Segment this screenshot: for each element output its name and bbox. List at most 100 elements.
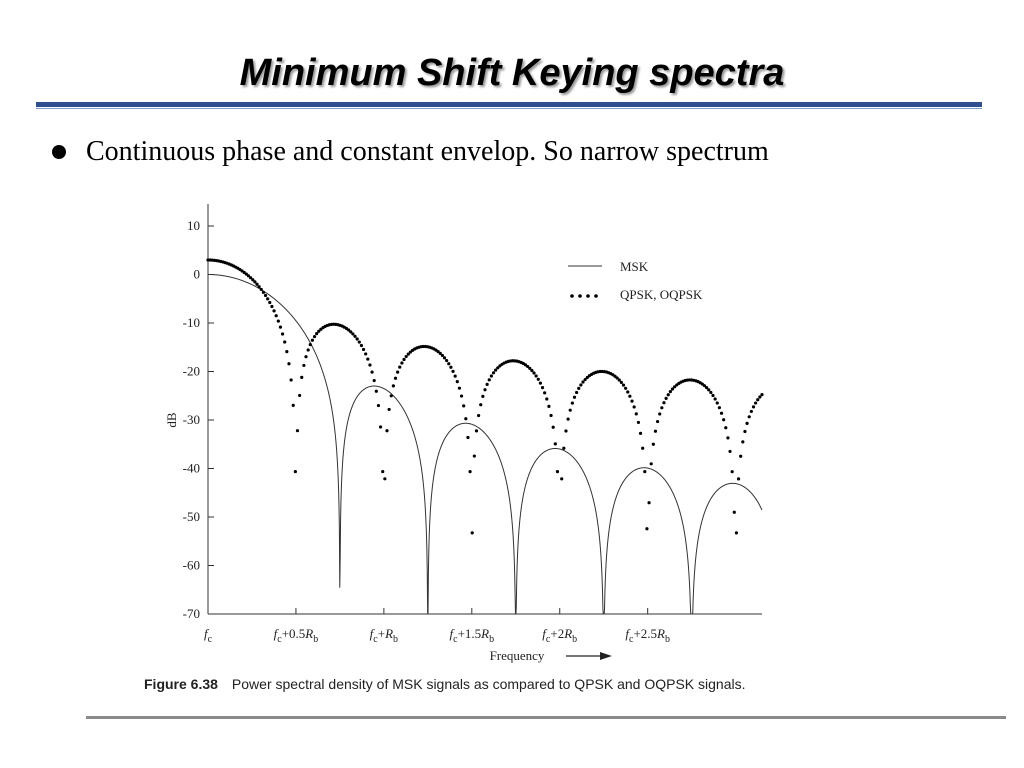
qpsk-data-point bbox=[647, 501, 651, 505]
x-tick-label: fc bbox=[204, 626, 213, 645]
qpsk-data-point bbox=[491, 371, 496, 375]
y-tick-label: 0 bbox=[194, 267, 201, 282]
qpsk-data-point bbox=[378, 425, 383, 429]
qpsk-data-point bbox=[538, 381, 543, 385]
qpsk-data-point bbox=[298, 393, 302, 398]
qpsk-data-point bbox=[310, 338, 315, 342]
qpsk-data-point bbox=[317, 329, 321, 333]
qpsk-data-point bbox=[619, 380, 623, 384]
qpsk-data-point bbox=[624, 386, 628, 390]
x-tick-label: fc+0.5Rb bbox=[274, 626, 319, 645]
qpsk-data-point bbox=[709, 390, 713, 395]
qpsk-data-point bbox=[315, 332, 319, 336]
qpsk-data-point bbox=[459, 394, 464, 398]
qpsk-data-point bbox=[464, 417, 468, 421]
qpsk-data-point bbox=[534, 374, 538, 378]
qpsk-data-point bbox=[547, 404, 551, 408]
qpsk-data-point bbox=[638, 431, 643, 435]
qpsk-data-point bbox=[722, 418, 726, 422]
bullet-text: Continuous phase and constant envelop. S… bbox=[86, 136, 769, 167]
qpsk-data-point bbox=[655, 419, 660, 424]
qpsk-data-point bbox=[364, 352, 368, 356]
qpsk-data-point bbox=[645, 527, 649, 531]
qpsk-data-point bbox=[726, 436, 730, 440]
arrow-head bbox=[600, 652, 612, 660]
qpsk-data-point bbox=[289, 378, 293, 382]
qpsk-data-point bbox=[453, 374, 457, 378]
qpsk-data-point bbox=[485, 382, 489, 386]
slide-title: Minimum Shift Keying spectra bbox=[239, 52, 785, 94]
qpsk-data-point bbox=[268, 300, 272, 305]
qpsk-data-point bbox=[636, 420, 641, 425]
qpsk-data-point bbox=[351, 332, 355, 336]
qpsk-data-point bbox=[743, 429, 747, 434]
qpsk-data-point bbox=[715, 401, 719, 405]
qpsk-data-point bbox=[705, 385, 709, 390]
qpsk-data-point bbox=[730, 470, 734, 474]
qpsk-data-point bbox=[445, 358, 449, 363]
y-tick-label: -60 bbox=[183, 558, 200, 573]
qpsk-data-point bbox=[615, 376, 619, 380]
qpsk-data-point bbox=[540, 386, 545, 390]
qpsk-data-point bbox=[280, 332, 285, 336]
qpsk-data-point bbox=[278, 325, 283, 329]
qpsk-data-point bbox=[400, 361, 404, 365]
qpsk-data-point bbox=[734, 531, 739, 535]
qpsk-data-point bbox=[707, 388, 711, 392]
qpsk-data-point bbox=[747, 415, 751, 419]
qpsk-data-point bbox=[468, 470, 472, 474]
qpsk-data-point bbox=[760, 393, 764, 397]
qpsk-data-point bbox=[660, 406, 664, 410]
y-tick-label: -10 bbox=[183, 315, 200, 330]
qpsk-data-point bbox=[585, 375, 589, 380]
qpsk-data-point bbox=[257, 285, 261, 289]
qpsk-data-point bbox=[440, 353, 444, 358]
qpsk-data-point bbox=[370, 370, 374, 374]
x-tick-label: fc+1.5Rb bbox=[449, 626, 494, 645]
qpsk-data-point bbox=[372, 378, 376, 383]
qpsk-data-point bbox=[385, 429, 389, 433]
qpsk-data-point bbox=[470, 531, 474, 535]
qpsk-data-point bbox=[387, 407, 391, 412]
qpsk-data-point bbox=[632, 405, 636, 409]
qpsk-data-point bbox=[263, 293, 268, 298]
y-axis-label: dB bbox=[164, 412, 179, 428]
qpsk-data-point bbox=[361, 347, 366, 352]
qpsk-data-point bbox=[474, 429, 479, 433]
qpsk-data-point bbox=[270, 304, 274, 309]
qpsk-data-point bbox=[393, 376, 398, 380]
qpsk-data-point bbox=[381, 469, 385, 474]
qpsk-data-point bbox=[724, 426, 728, 430]
qpsk-data-point bbox=[583, 377, 587, 382]
qpsk-data-point bbox=[719, 411, 724, 415]
footer-rule bbox=[86, 716, 1006, 719]
qpsk-data-point bbox=[355, 337, 359, 341]
qpsk-data-point bbox=[564, 429, 568, 433]
qpsk-data-point bbox=[396, 370, 400, 374]
figure-number: Figure 6.38 bbox=[144, 676, 218, 692]
qpsk-data-point bbox=[621, 383, 626, 387]
qpsk-data-point bbox=[447, 362, 451, 366]
qpsk-data-point bbox=[562, 446, 566, 450]
qpsk-data-point bbox=[664, 396, 668, 400]
qpsk-data-point bbox=[526, 364, 530, 369]
qpsk-data-point bbox=[543, 391, 547, 395]
qpsk-data-point bbox=[391, 384, 395, 388]
bullet-item: Continuous phase and constant envelop. S… bbox=[52, 136, 769, 168]
qpsk-data-point bbox=[287, 362, 291, 366]
qpsk-data-point bbox=[756, 398, 760, 402]
qpsk-data-point bbox=[308, 342, 312, 347]
qpsk-data-point bbox=[741, 440, 745, 444]
qpsk-data-point bbox=[626, 390, 630, 394]
qpsk-data-point bbox=[496, 366, 500, 370]
qpsk-data-point bbox=[481, 394, 485, 398]
y-tick-label: -70 bbox=[183, 606, 200, 621]
qpsk-data-point bbox=[251, 278, 255, 282]
qpsk-data-point bbox=[732, 510, 736, 514]
qpsk-data-point bbox=[728, 449, 732, 454]
qpsk-data-point bbox=[662, 401, 666, 405]
qpsk-data-point bbox=[359, 343, 364, 348]
qpsk-data-point bbox=[536, 377, 540, 381]
qpsk-data-point bbox=[553, 442, 557, 446]
qpsk-data-point bbox=[754, 401, 758, 405]
